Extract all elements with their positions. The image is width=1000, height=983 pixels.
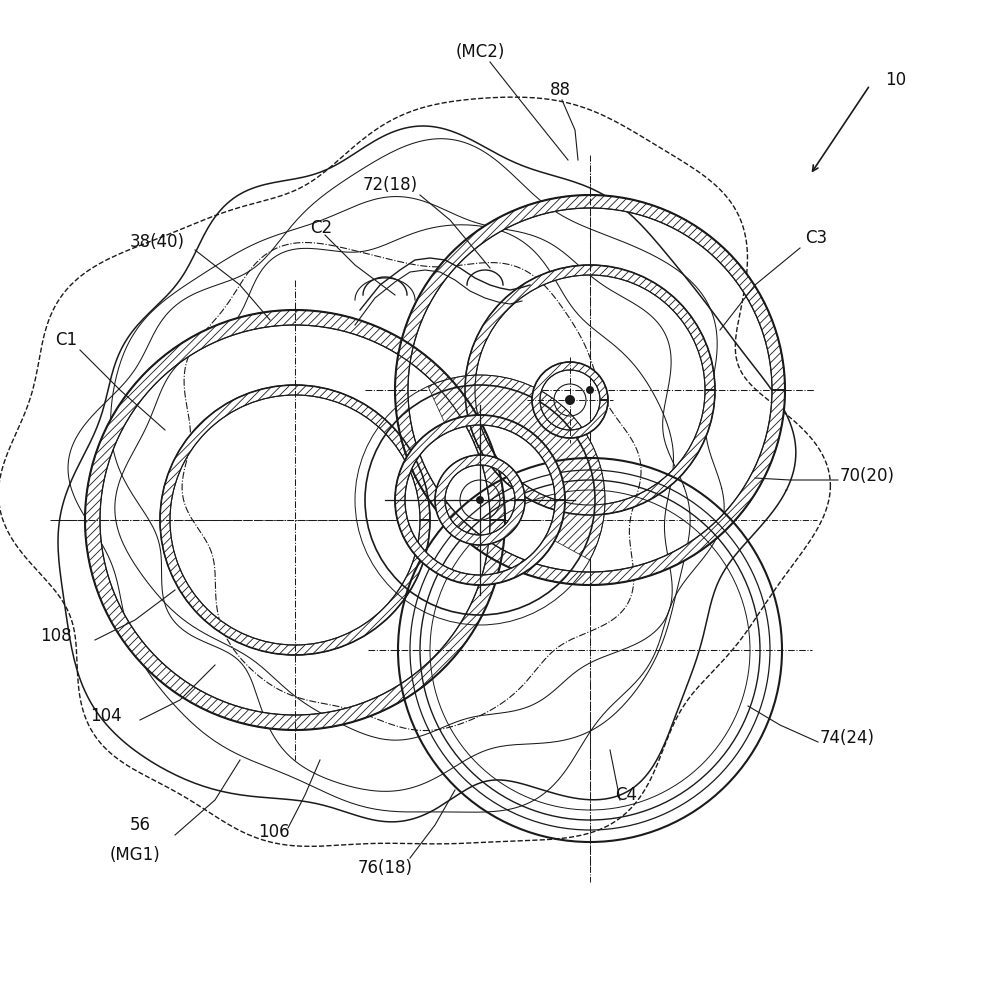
Text: (MG1): (MG1) bbox=[110, 846, 161, 864]
Text: 70(20): 70(20) bbox=[840, 467, 895, 485]
Circle shape bbox=[586, 386, 594, 394]
Text: (MC2): (MC2) bbox=[455, 43, 505, 61]
Circle shape bbox=[565, 395, 575, 405]
Text: C1: C1 bbox=[55, 331, 77, 349]
Text: 106: 106 bbox=[258, 823, 290, 841]
Text: 88: 88 bbox=[550, 81, 570, 99]
Text: C2: C2 bbox=[310, 219, 332, 237]
Text: 104: 104 bbox=[90, 707, 122, 725]
Polygon shape bbox=[532, 362, 608, 438]
Circle shape bbox=[476, 496, 484, 504]
Text: 108: 108 bbox=[40, 627, 72, 645]
Polygon shape bbox=[85, 310, 505, 730]
Text: C4: C4 bbox=[615, 786, 637, 804]
Text: 74(24): 74(24) bbox=[820, 729, 875, 747]
Polygon shape bbox=[465, 265, 715, 515]
Text: 72(18): 72(18) bbox=[362, 176, 418, 194]
Text: 56: 56 bbox=[130, 816, 151, 834]
Polygon shape bbox=[160, 385, 430, 655]
Polygon shape bbox=[435, 455, 525, 545]
Polygon shape bbox=[428, 375, 605, 560]
Polygon shape bbox=[395, 415, 565, 585]
Text: 10: 10 bbox=[885, 71, 906, 89]
Text: 76(18): 76(18) bbox=[358, 859, 413, 877]
Text: C3: C3 bbox=[805, 229, 827, 247]
Text: 38(40): 38(40) bbox=[130, 233, 185, 251]
Polygon shape bbox=[395, 195, 785, 585]
